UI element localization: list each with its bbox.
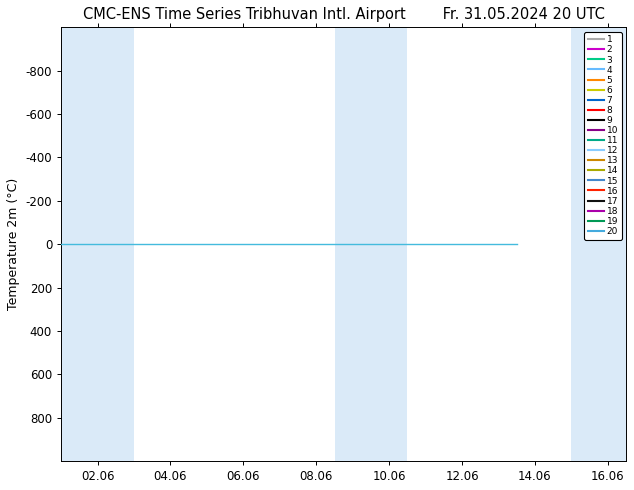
- Legend: 1, 2, 3, 4, 5, 6, 7, 8, 9, 10, 11, 12, 13, 14, 15, 16, 17, 18, 19, 20: 1, 2, 3, 4, 5, 6, 7, 8, 9, 10, 11, 12, 1…: [584, 32, 621, 240]
- Bar: [335, 27, 408, 461]
- Bar: [61, 27, 134, 461]
- Title: CMC-ENS Time Series Tribhuvan Intl. Airport        Fr. 31.05.2024 20 UTC: CMC-ENS Time Series Tribhuvan Intl. Airp…: [82, 7, 605, 22]
- Y-axis label: Temperature 2m (°C): Temperature 2m (°C): [7, 178, 20, 310]
- Bar: [571, 27, 626, 461]
